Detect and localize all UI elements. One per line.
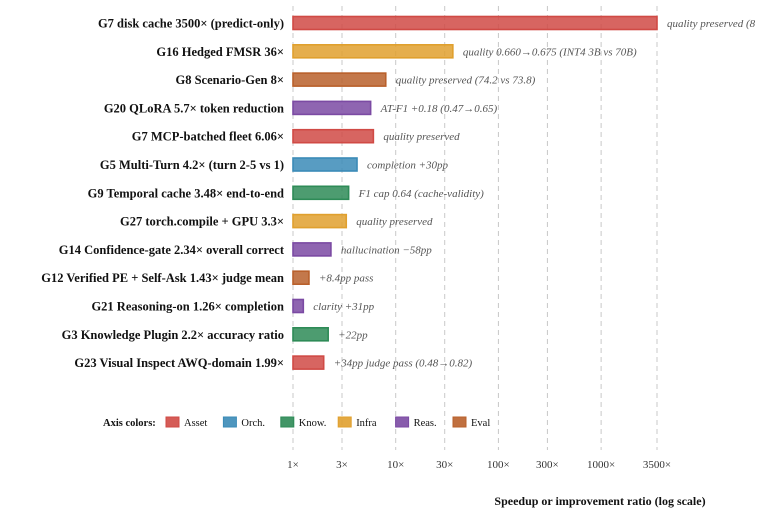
bar-label: G14 Confidence-gate 2.34× overall correc… bbox=[59, 243, 285, 257]
bar-label: G23 Visual Inspect AWQ-domain 1.99× bbox=[74, 356, 284, 370]
bar-label: G16 Hedged FMSR 36× bbox=[156, 45, 284, 59]
x-tick-label: 300× bbox=[536, 459, 559, 471]
bar-annotation: quality preserved bbox=[356, 216, 433, 228]
bar-label: G7 disk cache 3500× (predict-only) bbox=[98, 17, 284, 31]
bar-annotation: quality preserved bbox=[383, 131, 460, 143]
legend-swatch bbox=[337, 416, 352, 428]
bar bbox=[292, 72, 387, 87]
bar-label: G8 Scenario-Gen 8× bbox=[175, 73, 284, 87]
legend-label: Eval bbox=[471, 418, 490, 429]
x-tick-label: 30× bbox=[436, 459, 453, 471]
x-tick-label: 3× bbox=[336, 459, 348, 471]
bar-annotation: +34pp judge pass (0.48→0.82) bbox=[334, 358, 473, 370]
bar-annotation: AT-F1 +0.18 (0.47→0.65) bbox=[380, 103, 498, 115]
legend-title: Axis colors: bbox=[103, 418, 156, 429]
bar-annotation: +22pp bbox=[338, 329, 368, 341]
legend-label: Infra bbox=[356, 418, 377, 429]
legend-swatch bbox=[452, 416, 467, 428]
bar bbox=[292, 355, 325, 370]
bar-annotation: F1 cap 0.64 (cache-validity) bbox=[358, 188, 485, 200]
bar-annotation: clarity +31pp bbox=[313, 301, 374, 313]
bar bbox=[292, 43, 454, 59]
bar-annotation: hallucination −58pp bbox=[341, 244, 432, 256]
x-tick-label: 10× bbox=[387, 459, 404, 471]
x-tick-label: 100× bbox=[487, 459, 510, 471]
bar-label: G21 Reasoning-on 1.26× completion bbox=[91, 300, 284, 314]
legend-label: Reas. bbox=[414, 418, 437, 429]
legend-swatch bbox=[165, 416, 180, 428]
bar-label: G5 Multi-Turn 4.2× (turn 2-5 vs 1) bbox=[100, 158, 284, 172]
bar bbox=[292, 185, 350, 201]
bar bbox=[292, 242, 332, 257]
bar bbox=[292, 213, 348, 229]
legend-swatch bbox=[395, 416, 410, 428]
legend-label: Asset bbox=[184, 418, 207, 429]
bar-label: G7 MCP-batched fleet 6.06× bbox=[132, 130, 284, 144]
x-tick-label: 1× bbox=[287, 459, 299, 471]
bar bbox=[292, 157, 358, 172]
legend-label: Know. bbox=[299, 418, 327, 429]
bar-label: G9 Temporal cache 3.48× end-to-end bbox=[88, 186, 284, 200]
bar bbox=[292, 100, 372, 116]
bar bbox=[292, 270, 310, 286]
bar bbox=[292, 326, 329, 342]
legend-swatch bbox=[280, 416, 295, 428]
bar-annotation: completion +30pp bbox=[367, 160, 449, 172]
bar-label: G27 torch.compile + GPU 3.3× bbox=[120, 215, 284, 229]
bar bbox=[292, 128, 375, 144]
bar-label: G12 Verified PE + Self-Ask 1.43× judge m… bbox=[41, 271, 284, 285]
bar-annotation: quality preserved (74.2 vs 73.8) bbox=[396, 75, 536, 87]
x-tick-label: 1000× bbox=[587, 459, 615, 471]
legend-label: Orch. bbox=[241, 418, 265, 429]
bar-annotation: quality preserved (8 bbox=[667, 18, 756, 30]
x-axis-label: Speedup or improvement ratio (log scale) bbox=[494, 494, 705, 508]
x-tick-label: 3500× bbox=[643, 459, 671, 471]
bar-label: G20 QLoRA 5.7× token reduction bbox=[104, 101, 284, 115]
bar bbox=[292, 15, 658, 31]
legend-swatch bbox=[222, 416, 237, 428]
bar-label: G3 Knowledge Plugin 2.2× accuracy ratio bbox=[62, 328, 284, 342]
bar bbox=[292, 298, 305, 314]
bar-annotation: +8.4pp pass bbox=[319, 273, 373, 285]
bar-annotation: quality 0.660→0.675 (INT4 3B vs 70B) bbox=[463, 46, 637, 58]
